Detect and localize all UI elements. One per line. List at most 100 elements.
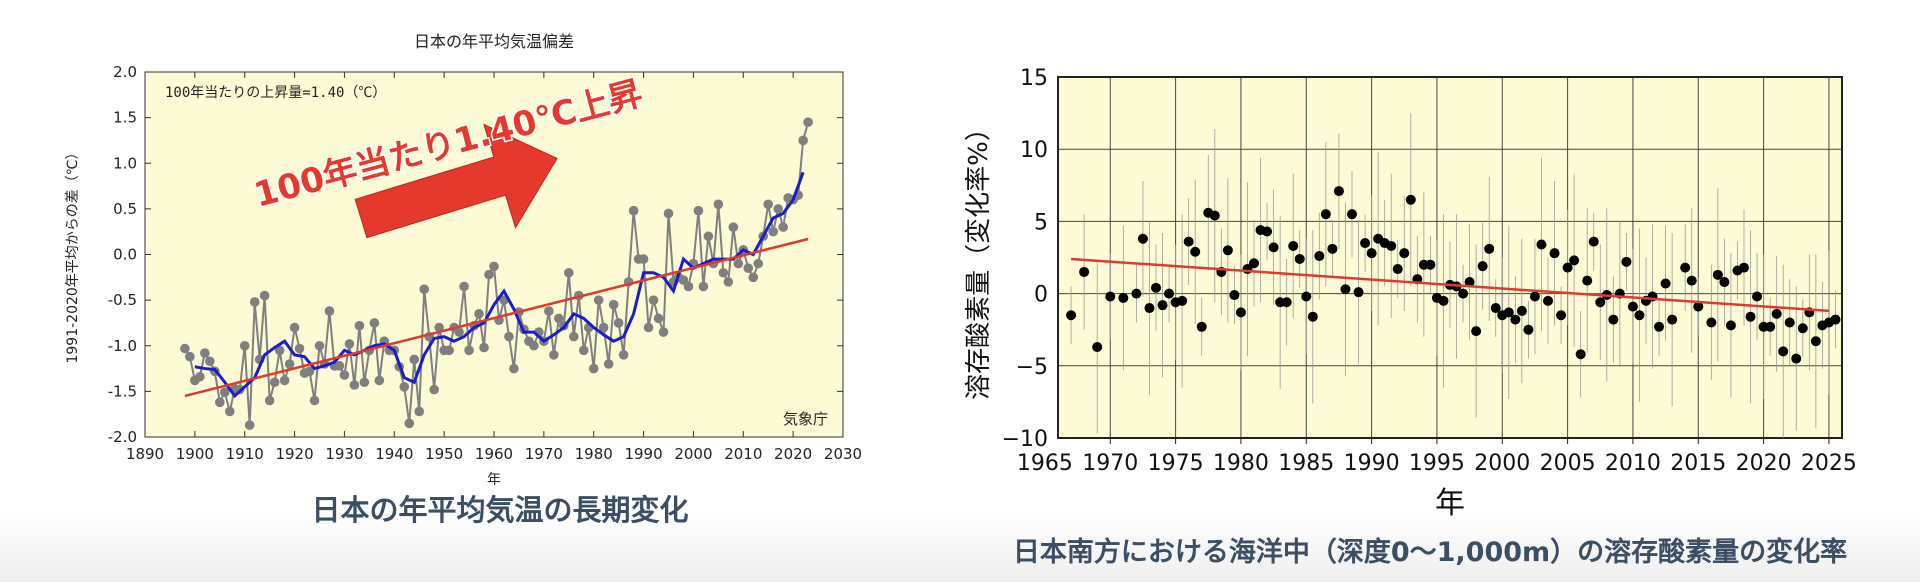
dissolved-oxygen-chart: 1965 1970 1975 1980 1985 1990 1995 2000 2005 2010… bbox=[964, 66, 1857, 521]
annual-anomaly-point bbox=[728, 222, 739, 232]
x-tick-label: 1940 bbox=[375, 445, 413, 463]
temperature-anomaly-chart: 日本の年平均気温偏差 1890 1900 1910 1920 1930 1940 1950 19… bbox=[65, 32, 862, 488]
oxygen-chart-panel: 1965 1970 1975 1980 1985 1990 1995 2000 2005 2010… bbox=[940, 0, 1920, 582]
annual-anomaly-point bbox=[693, 205, 704, 216]
annual-anomaly-point bbox=[314, 340, 325, 351]
arrow-shape bbox=[354, 123, 558, 239]
oxygen-point bbox=[1791, 353, 1802, 364]
y-tick-label: -2.0 bbox=[108, 428, 137, 446]
annual-anomaly-point bbox=[703, 231, 714, 242]
x-tick-label: 2005 bbox=[1540, 451, 1596, 476]
oxygen-point bbox=[1543, 295, 1553, 306]
x-tick-label: 1980 bbox=[575, 445, 613, 463]
right-arrow-icon bbox=[354, 123, 558, 239]
oxygen-point bbox=[1588, 236, 1599, 247]
annual-anomaly-point bbox=[613, 318, 624, 328]
x-tick-label: 1990 bbox=[1344, 451, 1400, 476]
annual-anomaly-point bbox=[294, 343, 305, 354]
temperature-chart-panel: 日本の年平均気温偏差 1890 1900 1910 1920 1930 1940 1950 19… bbox=[0, 0, 880, 582]
jma-credit: 気象庁 bbox=[783, 410, 828, 428]
oxygen-point bbox=[1405, 194, 1416, 205]
annual-anomaly-point bbox=[200, 348, 210, 358]
annual-anomaly-point bbox=[628, 205, 639, 216]
annual-anomaly-point bbox=[419, 284, 430, 294]
x-tick-label: 1995 bbox=[1409, 451, 1465, 476]
x-tick-label: 1980 bbox=[1213, 451, 1269, 476]
oxygen-point bbox=[1425, 259, 1436, 270]
oxygen-point bbox=[1118, 292, 1129, 303]
annual-anomaly-point bbox=[264, 395, 275, 406]
oxygen-point bbox=[1765, 321, 1776, 332]
oxygen-point bbox=[1327, 243, 1338, 254]
x-tick-label: 2020 bbox=[774, 445, 812, 463]
y-tick-label: 2.0 bbox=[113, 63, 137, 81]
oxygen-point bbox=[1177, 295, 1188, 306]
annual-anomaly-point bbox=[444, 345, 454, 356]
annual-anomaly-point bbox=[748, 272, 759, 283]
oxygen-point bbox=[1712, 269, 1723, 280]
annual-anomaly-point bbox=[354, 320, 365, 331]
annual-anomaly-point bbox=[529, 340, 539, 351]
annual-anomaly-point bbox=[723, 277, 734, 287]
oxygen-point bbox=[1320, 209, 1331, 220]
oxygen-point bbox=[1739, 262, 1749, 273]
annual-anomaly-point bbox=[274, 345, 285, 356]
oxygen-point bbox=[1196, 321, 1207, 332]
temperature-caption: 日本の年平均気温の長期変化 bbox=[311, 493, 689, 527]
oxygen-point bbox=[1667, 314, 1678, 325]
oxygen-point bbox=[1294, 253, 1305, 264]
annual-anomaly-point bbox=[239, 340, 250, 351]
annual-anomaly-point bbox=[554, 313, 564, 324]
oxygen-point bbox=[1268, 242, 1279, 253]
oxygen-point bbox=[1229, 290, 1240, 301]
annual-anomaly-point bbox=[549, 350, 559, 360]
y-tick-label: 1.5 bbox=[113, 109, 137, 127]
x-axis-label: 年 bbox=[1435, 486, 1465, 521]
x-axis-label: 年 bbox=[487, 472, 501, 488]
x-tick-label: 2010 bbox=[1605, 451, 1661, 476]
oxygen-point bbox=[1301, 291, 1312, 302]
plot-frame bbox=[1057, 76, 1843, 439]
oxygen-point bbox=[1680, 262, 1691, 273]
oxygen-point bbox=[1556, 310, 1567, 321]
annual-anomaly-point bbox=[454, 327, 464, 337]
oxygen-point bbox=[1164, 288, 1175, 299]
oxygen-point bbox=[1582, 275, 1593, 286]
oxygen-point bbox=[1778, 346, 1789, 357]
oxygen-point bbox=[1797, 323, 1808, 334]
annual-anomaly-point bbox=[803, 117, 813, 127]
oxygen-point bbox=[1706, 317, 1717, 328]
x-tick-label: 1900 bbox=[176, 445, 214, 463]
trend-line bbox=[184, 237, 809, 398]
annual-anomaly-point bbox=[683, 281, 694, 292]
x-tick-label: 1970 bbox=[525, 445, 563, 463]
oxygen-point bbox=[1477, 261, 1488, 272]
oxygen-point bbox=[1183, 236, 1194, 247]
x-tick-label: 1990 bbox=[624, 445, 662, 463]
annual-anomaly-point bbox=[414, 406, 425, 417]
annual-anomaly-point bbox=[369, 318, 380, 328]
oxygen-point bbox=[1262, 226, 1273, 237]
oxygen-point bbox=[1529, 291, 1540, 302]
annual-anomaly-point bbox=[359, 377, 370, 388]
rate-annotation: 100年当たりの上昇量=1.40（℃） bbox=[165, 85, 386, 101]
annual-anomaly-point bbox=[429, 384, 439, 395]
oxygen-point bbox=[1654, 321, 1665, 332]
oxygen-point bbox=[1190, 246, 1201, 257]
annual-anomaly-point bbox=[324, 306, 335, 316]
oxygen-point bbox=[1209, 210, 1220, 221]
annual-anomaly-point bbox=[608, 299, 619, 310]
oxygen-point bbox=[1627, 301, 1638, 312]
oxygen-point bbox=[1784, 317, 1795, 328]
oxygen-point bbox=[1484, 243, 1495, 254]
oxygen-point bbox=[1360, 238, 1371, 249]
y-tick-label: -1.0 bbox=[108, 337, 137, 355]
chart-title: 日本の年平均気温偏差 bbox=[414, 32, 574, 51]
annual-anomaly-point bbox=[269, 377, 280, 388]
annual-anomaly-point bbox=[205, 356, 215, 367]
x-tick-label: 2015 bbox=[1670, 451, 1726, 476]
annual-anomaly-point bbox=[618, 350, 629, 360]
oxygen-point bbox=[1144, 303, 1155, 314]
oxygen-point bbox=[1725, 320, 1736, 331]
oxygen-point bbox=[1608, 314, 1619, 325]
